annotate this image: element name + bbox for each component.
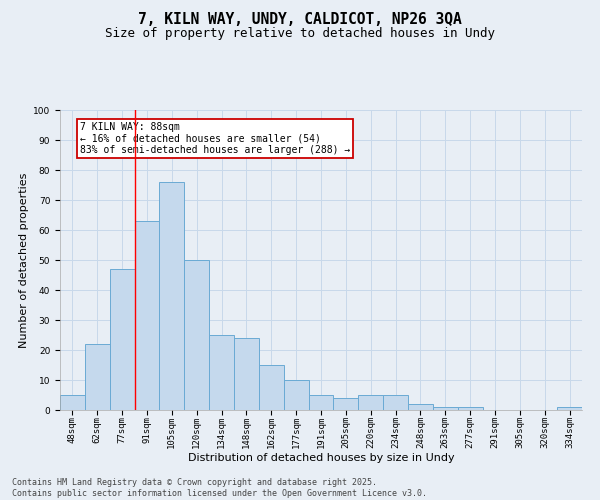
Text: 7 KILN WAY: 88sqm
← 16% of detached houses are smaller (54)
83% of semi-detached: 7 KILN WAY: 88sqm ← 16% of detached hous… (80, 122, 350, 155)
Bar (358, 395, 383, 410)
Bar (209, 335, 234, 410)
Bar (408, 404, 433, 410)
Bar (184, 260, 209, 410)
Bar (284, 380, 308, 410)
X-axis label: Distribution of detached houses by size in Undy: Distribution of detached houses by size … (188, 452, 454, 462)
Bar (458, 407, 482, 410)
Bar (134, 221, 160, 410)
Bar (60, 395, 85, 410)
Bar (234, 338, 259, 410)
Text: Contains HM Land Registry data © Crown copyright and database right 2025.
Contai: Contains HM Land Registry data © Crown c… (12, 478, 427, 498)
Text: Size of property relative to detached houses in Undy: Size of property relative to detached ho… (105, 28, 495, 40)
Text: 7, KILN WAY, UNDY, CALDICOT, NP26 3QA: 7, KILN WAY, UNDY, CALDICOT, NP26 3QA (138, 12, 462, 28)
Bar (334, 398, 358, 410)
Bar (383, 395, 408, 410)
Y-axis label: Number of detached properties: Number of detached properties (19, 172, 29, 348)
Bar (308, 395, 334, 410)
Bar (85, 344, 110, 410)
Bar (160, 182, 184, 410)
Bar (433, 407, 458, 410)
Bar (110, 269, 134, 410)
Bar (259, 365, 284, 410)
Bar (557, 407, 582, 410)
